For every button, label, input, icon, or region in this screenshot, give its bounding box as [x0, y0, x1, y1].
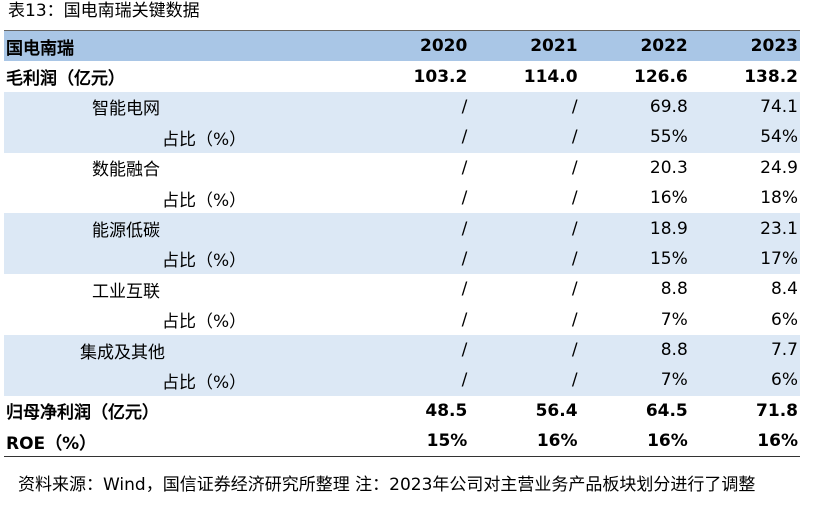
table-row: 占比（%） / / 55% 54% [4, 122, 800, 153]
cell: / [461, 188, 468, 209]
row-label: 能源低碳 [4, 213, 392, 244]
cell: / [391, 334, 470, 366]
table-row: 占比（%） / / 15% 17% [4, 243, 800, 275]
row-label: 智能电网 [4, 91, 392, 123]
cell: 56.4 [535, 400, 578, 421]
table-row: 工业互联 / / 8.8 8.4 [4, 274, 800, 304]
cell: / [469, 243, 580, 275]
table-row: 占比（%） / / 7% 6% [4, 305, 800, 335]
cell: 71.8 [756, 400, 798, 421]
cell: 6% [771, 309, 798, 330]
cell: / [469, 91, 580, 123]
cell: 54% [689, 122, 800, 153]
cell: 138.2 [744, 66, 798, 87]
row-label: 集成及其他 [4, 334, 392, 366]
cell: / [461, 157, 468, 178]
cell: 8.8 [660, 279, 688, 300]
header-2021: 2021 [469, 30, 580, 62]
cell: 114.0 [523, 66, 578, 87]
cell: 55% [579, 122, 690, 153]
table-row: 集成及其他 / / 8.8 7.7 [4, 334, 800, 366]
header-2023: 2023 [689, 30, 800, 62]
cell: 24.9 [760, 157, 798, 178]
cell: 69.8 [579, 91, 690, 123]
header-2020: 2020 [391, 30, 470, 62]
cell: 103.2 [413, 66, 468, 87]
cell: 16% [579, 426, 690, 458]
cell: 7.7 [689, 334, 800, 366]
header-company: 国电南瑞 [4, 30, 392, 62]
cell: 7% [579, 365, 690, 396]
cell: 16% [689, 426, 800, 458]
table-row: 占比（%） / / 7% 6% [4, 365, 800, 396]
cell: / [469, 213, 580, 244]
cell: 16% [649, 188, 688, 209]
cell: / [571, 188, 578, 209]
cell: / [461, 279, 468, 300]
cell: / [571, 157, 578, 178]
cell: 8.8 [579, 334, 690, 366]
cell: / [391, 365, 470, 396]
cell: / [391, 91, 470, 123]
key-data-table: 国电南瑞 2020 2021 2022 2023 毛利润（亿元） 103.2 1… [4, 30, 800, 458]
cell: / [391, 122, 470, 153]
cell: 64.5 [645, 400, 688, 421]
cell: / [571, 309, 578, 330]
row-label: 占比（%） [4, 122, 392, 153]
header-2022: 2022 [579, 30, 690, 62]
cell: 17% [689, 243, 800, 275]
source-note: 资料来源：Wind，国信证券经济研究所整理 注：2023年公司对主营业务产品板块… [18, 475, 756, 495]
cell: 8.4 [770, 279, 798, 300]
cell: 48.5 [425, 400, 468, 421]
cell: / [391, 243, 470, 275]
table-row: 归母净利润（亿元） 48.5 56.4 64.5 71.8 [4, 396, 800, 426]
cell: 74.1 [689, 91, 800, 123]
table-row: 智能电网 / / 69.8 74.1 [4, 91, 800, 123]
row-label: 毛利润（亿元） [6, 69, 125, 90]
cell: 20.3 [649, 157, 688, 178]
row-label: 归母净利润（亿元） [6, 403, 159, 424]
row-label: 占比（%） [4, 365, 392, 396]
table-row: 占比（%） / / 16% 18% [4, 183, 800, 213]
cell: / [391, 213, 470, 244]
cell: 6% [689, 365, 800, 396]
row-label: ROE（%） [4, 426, 392, 458]
cell: / [469, 365, 580, 396]
cell: / [571, 279, 578, 300]
cell: / [469, 122, 580, 153]
cell: / [469, 334, 580, 366]
cell: 18% [760, 188, 798, 209]
table-row: 毛利润（亿元） 103.2 114.0 126.6 138.2 [4, 61, 800, 91]
cell: 15% [391, 426, 470, 458]
table-header-row: 国电南瑞 2020 2021 2022 2023 [4, 30, 800, 62]
cell: 23.1 [689, 213, 800, 244]
table-caption: 表13：国电南瑞关键数据 [8, 1, 200, 21]
row-label: 占比（%） [162, 190, 247, 211]
row-label: 占比（%） [4, 243, 392, 275]
table-row: 能源低碳 / / 18.9 23.1 [4, 213, 800, 244]
row-label: 工业互联 [92, 281, 160, 302]
cell: 126.6 [633, 66, 688, 87]
cell: / [461, 309, 468, 330]
cell: 15% [579, 243, 690, 275]
table-row: ROE（%） 15% 16% 16% 16% [4, 426, 800, 458]
cell: 16% [469, 426, 580, 458]
table-row: 数能融合 / / 20.3 24.9 [4, 153, 800, 183]
row-label: 数能融合 [92, 160, 160, 181]
row-label: 占比（%） [162, 312, 247, 333]
cell: 7% [660, 309, 688, 330]
cell: 18.9 [579, 213, 690, 244]
